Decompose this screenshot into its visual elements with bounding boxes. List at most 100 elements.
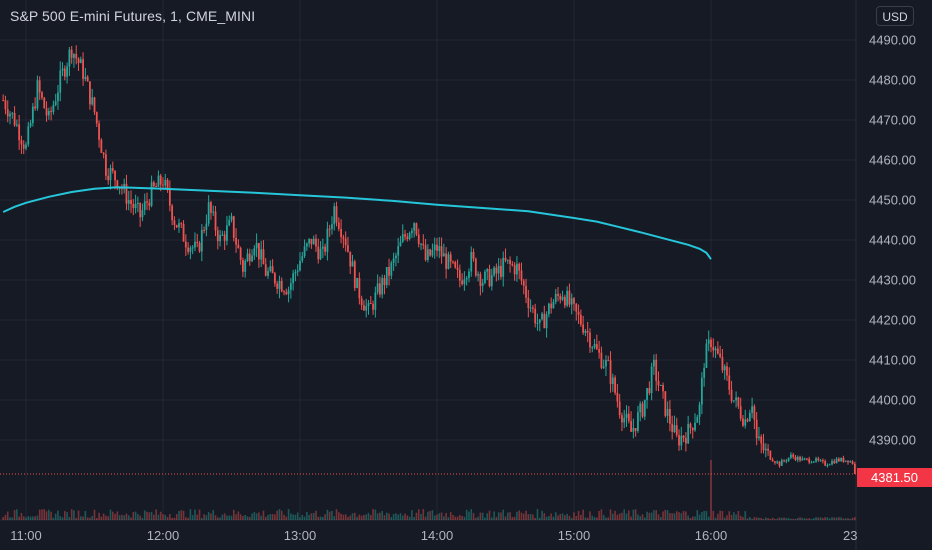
- candle: [326, 221, 329, 261]
- candle: [276, 280, 279, 294]
- candle: [182, 220, 185, 242]
- candle: [146, 192, 148, 210]
- candle-body: [821, 460, 824, 462]
- candle-body: [68, 49, 71, 67]
- x-tick-label: 13:00: [284, 528, 317, 543]
- volume-bar: [765, 517, 767, 520]
- candle: [223, 230, 226, 250]
- candle-body: [189, 247, 192, 252]
- candle: [269, 260, 272, 273]
- volume-bar: [527, 514, 530, 520]
- volume-bar: [191, 515, 194, 520]
- volume-bar: [689, 517, 692, 520]
- candle-body: [308, 238, 311, 244]
- candle: [95, 111, 98, 127]
- candle-body: [276, 283, 279, 289]
- candle: [68, 46, 71, 77]
- candle-body: [95, 112, 98, 124]
- volume-bar: [760, 517, 763, 520]
- candle: [589, 328, 591, 353]
- volume-bar: [650, 512, 653, 520]
- volume-bar: [812, 518, 815, 520]
- volume-bar: [486, 513, 489, 520]
- candle-body: [803, 458, 806, 460]
- candle-body: [45, 108, 48, 116]
- candle-body: [367, 303, 370, 306]
- volume-bar: [260, 515, 262, 520]
- volume-bar: [639, 516, 642, 520]
- candle-body: [680, 435, 683, 446]
- candle-body: [242, 259, 244, 272]
- candle: [527, 289, 530, 318]
- candle-body: [408, 233, 411, 240]
- candle-body: [630, 421, 632, 432]
- volume-bar: [790, 518, 792, 520]
- candles: [2, 45, 856, 474]
- volume-bar: [132, 511, 135, 520]
- price-axis[interactable]: 4490.00 4480.00 4470.00 4460.00 4450.00 4440.…: [869, 33, 916, 448]
- candle: [75, 45, 78, 65]
- candle-body: [714, 348, 717, 351]
- candle-body: [700, 377, 703, 405]
- volume-bar: [95, 517, 98, 520]
- candle: [342, 234, 345, 249]
- candle: [253, 245, 256, 260]
- candle-body: [682, 435, 685, 438]
- candle-body: [237, 244, 240, 249]
- volume-bar: [385, 512, 388, 520]
- candle-body: [299, 260, 301, 271]
- candle: [479, 271, 482, 296]
- candle: [842, 455, 845, 463]
- volume-bar: [659, 516, 662, 520]
- candle-body: [653, 359, 655, 367]
- candle-body: [536, 323, 539, 325]
- candle: [529, 299, 532, 313]
- candle: [614, 375, 616, 396]
- candle-body: [698, 404, 701, 417]
- candle: [696, 414, 699, 423]
- volume-bar: [835, 517, 838, 520]
- candle: [552, 299, 555, 309]
- volume-bar: [102, 513, 105, 520]
- y-tick-label: 4460.00: [869, 153, 916, 168]
- candle: [632, 418, 635, 439]
- candle: [630, 411, 632, 432]
- candle-body: [541, 313, 543, 320]
- candle-body: [438, 246, 441, 251]
- candle: [500, 258, 502, 280]
- chart-title[interactable]: S&P 500 E-mini Futures, 1, CME_MINI: [10, 8, 256, 24]
- volume-bar: [833, 517, 836, 520]
- candle: [289, 278, 292, 299]
- candle-body: [194, 241, 196, 248]
- volume-bar: [146, 511, 148, 520]
- candle: [102, 152, 105, 159]
- candle-body: [497, 265, 500, 274]
- candle: [79, 56, 82, 64]
- volume-bar: [4, 514, 7, 520]
- currency-selector[interactable]: USD: [876, 6, 914, 26]
- candle-body: [547, 303, 550, 315]
- volume-bar: [374, 509, 377, 520]
- volume-bar: [301, 514, 304, 520]
- candle-body: [545, 314, 548, 329]
- volume-bar: [349, 515, 352, 520]
- volume-bar: [509, 512, 511, 520]
- candle-body: [420, 243, 422, 245]
- time-axis[interactable]: 11:00 12:00 13:00 14:00 15:00 16:00 23: [10, 528, 857, 543]
- volume-bar: [153, 514, 155, 520]
- candle: [82, 52, 84, 86]
- candle-body: [760, 436, 763, 444]
- candle: [442, 243, 445, 257]
- candle-body: [324, 246, 327, 252]
- volume-bar: [755, 517, 758, 520]
- candle: [356, 277, 358, 289]
- volume-bar: [20, 512, 23, 520]
- candle-body: [783, 460, 785, 462]
- volume-bar: [221, 514, 224, 520]
- candle: [294, 269, 297, 282]
- candle: [292, 269, 295, 291]
- volume-bar: [799, 517, 801, 520]
- candle-body: [379, 283, 381, 295]
- candle-body: [712, 347, 715, 351]
